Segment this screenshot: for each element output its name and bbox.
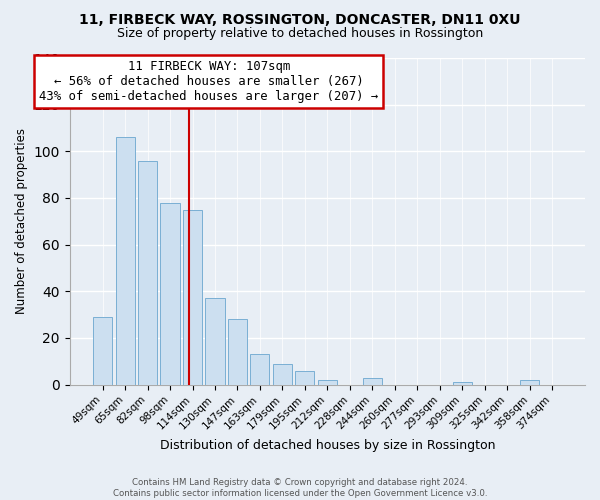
Bar <box>318 380 337 384</box>
Bar <box>93 317 112 384</box>
Bar <box>295 370 314 384</box>
Bar <box>160 202 179 384</box>
Bar <box>205 298 224 384</box>
Bar <box>116 138 134 384</box>
Text: 11, FIRBECK WAY, ROSSINGTON, DONCASTER, DN11 0XU: 11, FIRBECK WAY, ROSSINGTON, DONCASTER, … <box>79 12 521 26</box>
Bar <box>183 210 202 384</box>
Bar <box>520 380 539 384</box>
Bar <box>452 382 472 384</box>
Bar <box>363 378 382 384</box>
Text: Contains HM Land Registry data © Crown copyright and database right 2024.
Contai: Contains HM Land Registry data © Crown c… <box>113 478 487 498</box>
Text: 11 FIRBECK WAY: 107sqm
← 56% of detached houses are smaller (267)
43% of semi-de: 11 FIRBECK WAY: 107sqm ← 56% of detached… <box>39 60 379 102</box>
Bar <box>273 364 292 384</box>
Bar <box>228 320 247 384</box>
Bar <box>138 160 157 384</box>
Bar <box>250 354 269 384</box>
Y-axis label: Number of detached properties: Number of detached properties <box>15 128 28 314</box>
Text: Size of property relative to detached houses in Rossington: Size of property relative to detached ho… <box>117 28 483 40</box>
X-axis label: Distribution of detached houses by size in Rossington: Distribution of detached houses by size … <box>160 440 495 452</box>
